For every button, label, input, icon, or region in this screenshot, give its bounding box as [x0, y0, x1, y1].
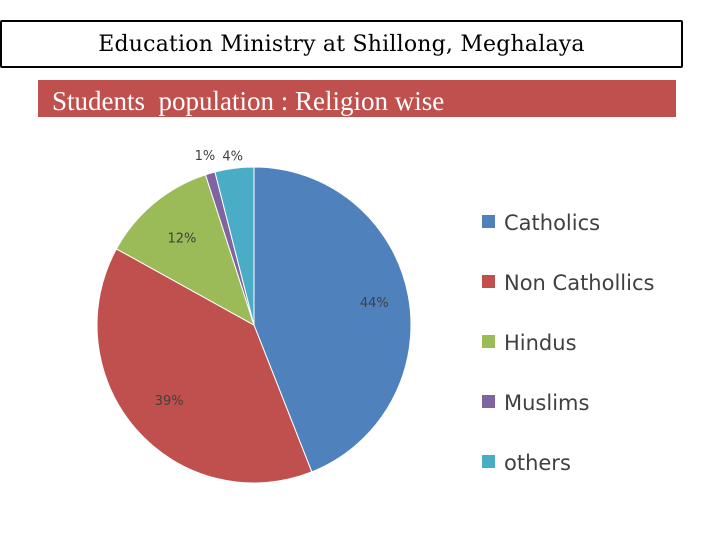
pie-slice-non-cathollics	[96, 248, 313, 484]
legend-label-others: others	[504, 451, 571, 475]
data-label-hindus: 12%	[167, 231, 196, 246]
pie-slice-hindus	[115, 174, 255, 327]
data-label-non-cathollics: 39%	[155, 394, 184, 409]
subtitle-banner: Students population : Religion wise	[38, 80, 676, 117]
title-box: Education Ministry at Shillong, Meghalay…	[0, 20, 683, 68]
legend-label-hindus: Hindus	[504, 331, 577, 355]
data-label-catholics: 44%	[360, 296, 389, 311]
legend-swatch-non-cathollics	[482, 275, 495, 288]
data-label-muslims: 1%	[195, 149, 216, 164]
legend-swatch-catholics	[482, 215, 495, 228]
page-title: Education Ministry at Shillong, Meghalay…	[98, 31, 585, 57]
pie-slice-others	[214, 166, 255, 326]
data-label-others: 4%	[222, 150, 243, 165]
legend-swatch-muslims	[482, 395, 495, 408]
legend-swatch-others	[482, 455, 495, 468]
legend-label-muslims: Muslims	[504, 391, 589, 415]
legend-label-non-cathollics: Non Cathollics	[504, 271, 654, 295]
pie-slice-catholics	[253, 166, 412, 473]
legend-swatch-hindus	[482, 335, 495, 348]
legend-label-catholics: Catholics	[504, 211, 600, 235]
chart-subtitle: Students population : Religion wise	[52, 86, 445, 116]
